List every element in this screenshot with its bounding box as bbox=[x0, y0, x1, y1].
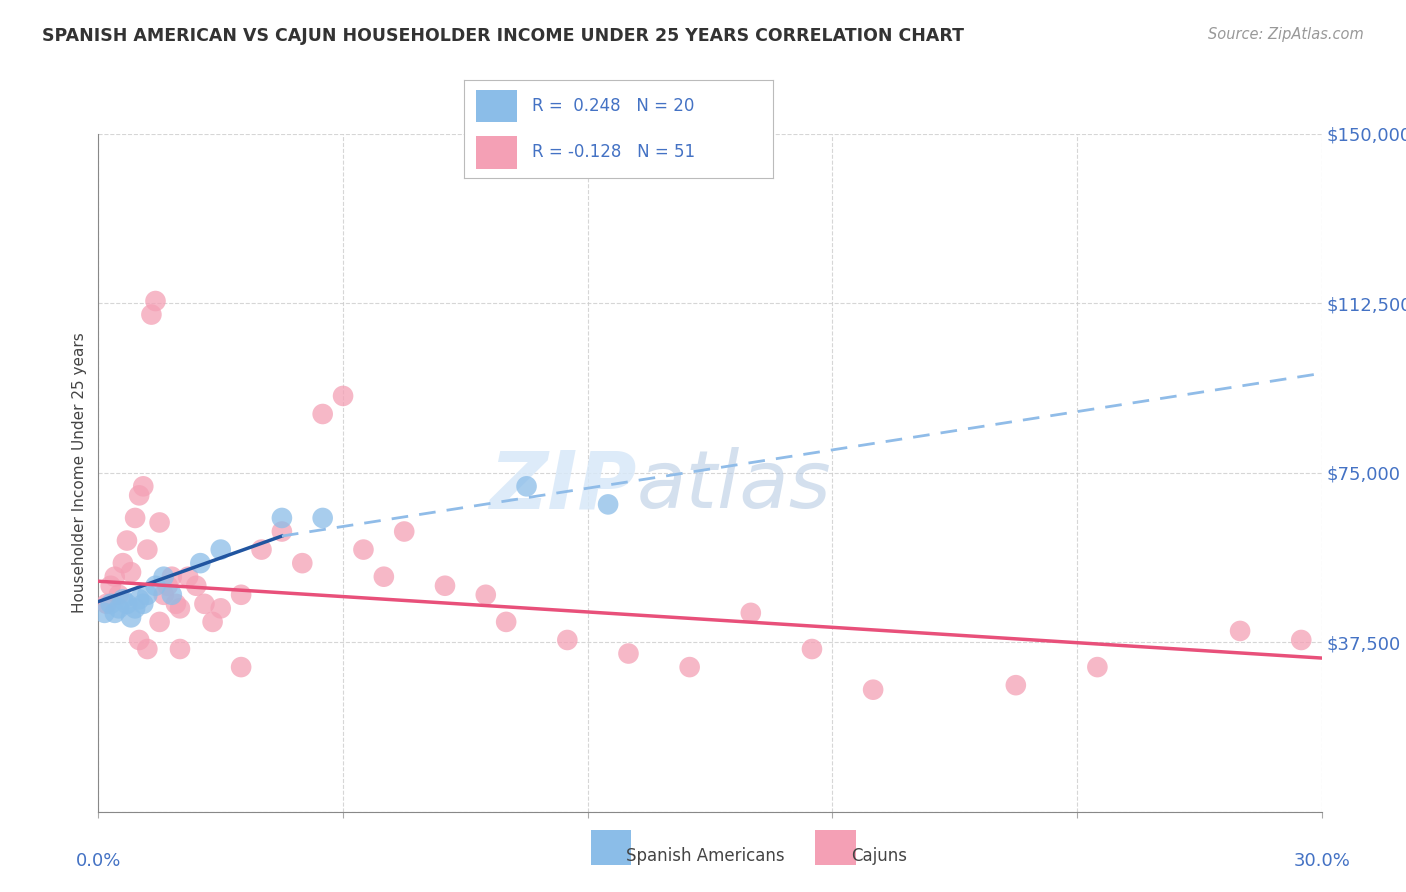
Text: ZIP: ZIP bbox=[489, 447, 637, 525]
Point bbox=[1291, 632, 1313, 647]
Point bbox=[270, 511, 294, 525]
Point bbox=[132, 597, 155, 611]
Bar bbox=[477, 136, 516, 169]
Point bbox=[1229, 624, 1251, 638]
Point bbox=[169, 601, 191, 615]
Point bbox=[231, 660, 253, 674]
Point bbox=[128, 592, 150, 607]
Point bbox=[352, 542, 374, 557]
Point bbox=[177, 570, 200, 584]
Point bbox=[132, 479, 155, 493]
Point bbox=[136, 588, 159, 602]
Point bbox=[108, 588, 131, 602]
Text: R =  0.248   N = 20: R = 0.248 N = 20 bbox=[531, 97, 695, 115]
Text: R = -0.128   N = 51: R = -0.128 N = 51 bbox=[531, 143, 695, 161]
Point bbox=[156, 579, 179, 593]
Point bbox=[250, 542, 273, 557]
Text: Cajuns: Cajuns bbox=[851, 847, 907, 865]
Point bbox=[862, 682, 884, 697]
Point bbox=[141, 308, 163, 322]
Point bbox=[617, 647, 640, 661]
Point bbox=[100, 597, 122, 611]
Point bbox=[111, 556, 134, 570]
Point bbox=[120, 610, 142, 624]
Text: SPANISH AMERICAN VS CAJUN HOUSEHOLDER INCOME UNDER 25 YEARS CORRELATION CHART: SPANISH AMERICAN VS CAJUN HOUSEHOLDER IN… bbox=[42, 27, 965, 45]
Point bbox=[312, 511, 335, 525]
Point bbox=[136, 642, 159, 657]
Point bbox=[104, 606, 127, 620]
Point bbox=[128, 632, 150, 647]
Point bbox=[136, 542, 159, 557]
Point bbox=[120, 565, 142, 579]
Point bbox=[209, 542, 232, 557]
Point bbox=[128, 488, 150, 502]
Point bbox=[152, 570, 174, 584]
Point bbox=[231, 588, 253, 602]
Point bbox=[474, 588, 498, 602]
Point bbox=[169, 642, 191, 657]
Point bbox=[145, 293, 167, 308]
Point bbox=[332, 389, 354, 403]
Point bbox=[115, 597, 138, 611]
Point bbox=[111, 592, 134, 607]
Point bbox=[740, 606, 762, 620]
Point bbox=[433, 579, 456, 593]
Text: Source: ZipAtlas.com: Source: ZipAtlas.com bbox=[1208, 27, 1364, 42]
Point bbox=[516, 479, 538, 493]
Point bbox=[209, 601, 232, 615]
Point bbox=[495, 615, 517, 629]
Point bbox=[193, 597, 215, 611]
Bar bbox=[477, 90, 516, 122]
Point bbox=[186, 579, 208, 593]
Point bbox=[124, 511, 146, 525]
Point bbox=[104, 570, 127, 584]
Point bbox=[96, 597, 118, 611]
Point bbox=[124, 601, 146, 615]
Point bbox=[312, 407, 335, 421]
Point bbox=[373, 570, 395, 584]
Point bbox=[160, 588, 183, 602]
Point bbox=[115, 533, 138, 548]
Point bbox=[93, 606, 115, 620]
Point bbox=[801, 642, 824, 657]
Text: 0.0%: 0.0% bbox=[76, 853, 121, 871]
Point bbox=[149, 615, 172, 629]
Text: atlas: atlas bbox=[637, 447, 831, 525]
Point bbox=[188, 556, 212, 570]
Point bbox=[679, 660, 702, 674]
Point bbox=[201, 615, 224, 629]
Point bbox=[149, 516, 172, 530]
Text: 30.0%: 30.0% bbox=[1294, 853, 1350, 871]
Point bbox=[1004, 678, 1026, 692]
Point bbox=[100, 579, 122, 593]
Point bbox=[145, 579, 167, 593]
Y-axis label: Householder Income Under 25 years: Householder Income Under 25 years bbox=[72, 333, 87, 613]
Point bbox=[555, 632, 579, 647]
Point bbox=[160, 570, 183, 584]
Point bbox=[165, 597, 187, 611]
Point bbox=[392, 524, 416, 539]
Point bbox=[270, 524, 294, 539]
Point bbox=[291, 556, 314, 570]
Text: Spanish Americans: Spanish Americans bbox=[626, 847, 785, 865]
Point bbox=[596, 497, 619, 511]
Point bbox=[152, 588, 174, 602]
Point bbox=[1085, 660, 1108, 674]
Point bbox=[108, 601, 131, 615]
